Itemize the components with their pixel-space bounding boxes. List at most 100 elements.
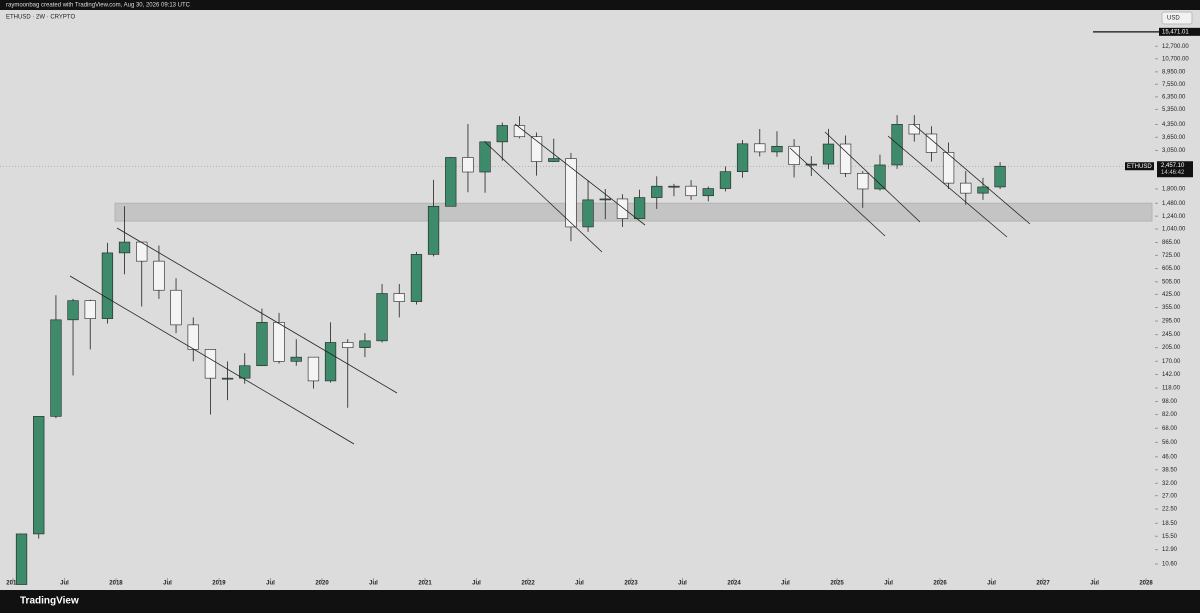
y-tick-label: 15.50: [1162, 534, 1178, 540]
y-tick-label: 425.00: [1162, 292, 1181, 298]
candle-body: [84, 300, 96, 319]
x-tick-label: Jul: [1090, 581, 1099, 587]
candle-body: [50, 319, 62, 417]
y-tick-label: 6,350.00: [1162, 94, 1186, 100]
candle-body: [239, 365, 251, 379]
currency-button[interactable]: [1161, 11, 1193, 25]
candle-body: [256, 322, 268, 367]
candle-body: [771, 145, 783, 153]
x-tick-label: 2023: [624, 581, 638, 587]
x-tick-label: Jul: [781, 581, 790, 587]
candle-body: [942, 152, 955, 184]
x-tick-label: Jul: [472, 581, 481, 587]
x-tick-label: 2027: [1036, 581, 1050, 587]
y-tick-label: 1,480.00: [1162, 201, 1186, 207]
x-tick-label: 2019: [212, 581, 226, 587]
candle-body: [15, 533, 28, 585]
y-tick-label: 38.50: [1162, 467, 1178, 473]
y-tick-label: 27.00: [1162, 493, 1178, 499]
x-tick-label: 2025: [830, 581, 844, 587]
price-line-label: 15,471.01: [1162, 29, 1189, 35]
x-tick-label: Jul: [163, 581, 172, 587]
channel-line: [912, 123, 1031, 225]
y-tick-label: 68.00: [1162, 426, 1178, 432]
candle-body: [960, 182, 972, 194]
y-tick-label: 3,650.00: [1162, 135, 1186, 141]
y-tick-label: 1,240.00: [1162, 214, 1186, 220]
candle-body: [702, 188, 714, 197]
candle-body: [359, 340, 371, 348]
y-tick-label: 725.00: [1162, 253, 1181, 259]
channel-line: [484, 141, 603, 253]
channel-line: [514, 123, 646, 226]
y-tick-label: 1,800.00: [1162, 187, 1186, 193]
candle-body: [685, 185, 697, 197]
y-tick-label: 118.00: [1162, 386, 1181, 392]
y-tick-label: 142.00: [1162, 372, 1181, 378]
y-tick-label: 10,700.00: [1162, 56, 1189, 62]
candle-body: [170, 289, 182, 326]
y-tick-label: 1,040.00: [1162, 227, 1186, 233]
candle-body: [754, 143, 766, 153]
y-tick-label: 18.50: [1162, 521, 1178, 527]
candle-body: [651, 185, 663, 198]
channel-line: [824, 131, 921, 223]
x-tick-label: 2021: [418, 581, 432, 587]
candle-body: [204, 349, 217, 379]
y-tick-label: 4,350.00: [1162, 122, 1186, 128]
x-tick-label: Jul: [60, 581, 69, 587]
candle-body: [307, 356, 320, 382]
x-tick-label: Jul: [575, 581, 584, 587]
y-tick-label: 205.00: [1162, 345, 1181, 351]
candle-body: [548, 158, 560, 162]
x-tick-label: Jul: [884, 581, 893, 587]
y-tick-label: 865.00: [1162, 240, 1181, 246]
candle-body: [822, 143, 835, 165]
drawings: [69, 123, 1031, 445]
candle-body: [530, 136, 543, 162]
candle-body: [324, 342, 337, 382]
y-tick-label: 170.00: [1162, 359, 1181, 365]
y-tick-label: 8,950.00: [1162, 69, 1186, 75]
y-tick-label: 10.60: [1162, 562, 1178, 568]
symbol-tag: [1125, 162, 1154, 171]
chart-area: [0, 10, 1200, 590]
x-tick-label: 2020: [315, 581, 329, 587]
candle-body: [187, 324, 199, 350]
y-tick-label: 7,550.00: [1162, 82, 1186, 88]
candle-body: [805, 163, 817, 166]
x-tick-label: Jul: [678, 581, 687, 587]
candle-body: [839, 143, 852, 174]
currency-label: USD: [1167, 16, 1180, 22]
candle-body: [736, 143, 749, 172]
channel-line: [69, 275, 355, 445]
candle-body: [427, 205, 440, 255]
x-tick-label: Jul: [369, 581, 378, 587]
candle-body: [891, 124, 903, 166]
y-tick-label: 32.00: [1162, 481, 1178, 487]
candle-body: [857, 173, 869, 190]
channel-line: [887, 135, 1008, 238]
top-bar: [0, 0, 1200, 10]
candle-body: [118, 241, 131, 254]
y-tick-label: 82.00: [1162, 412, 1178, 418]
last-price-label: 2,457.10: [1161, 163, 1185, 169]
candle-body: [221, 377, 234, 380]
candle-body: [565, 158, 577, 228]
candle-body: [788, 145, 800, 165]
y-tick-label: 3,050.00: [1162, 148, 1186, 154]
y-tick-label: 355.00: [1162, 305, 1181, 311]
candle-body: [479, 141, 491, 173]
x-tick-label: 2022: [521, 581, 535, 587]
candle-body: [410, 254, 423, 302]
candle-body: [136, 241, 148, 262]
candle-body: [633, 197, 646, 219]
candle-body: [393, 293, 405, 302]
candle-body: [153, 260, 165, 291]
x-tick-label: 2026: [933, 581, 947, 587]
y-tick-label: 295.00: [1162, 319, 1181, 325]
candle-body: [290, 356, 302, 362]
candle-body: [874, 164, 886, 190]
